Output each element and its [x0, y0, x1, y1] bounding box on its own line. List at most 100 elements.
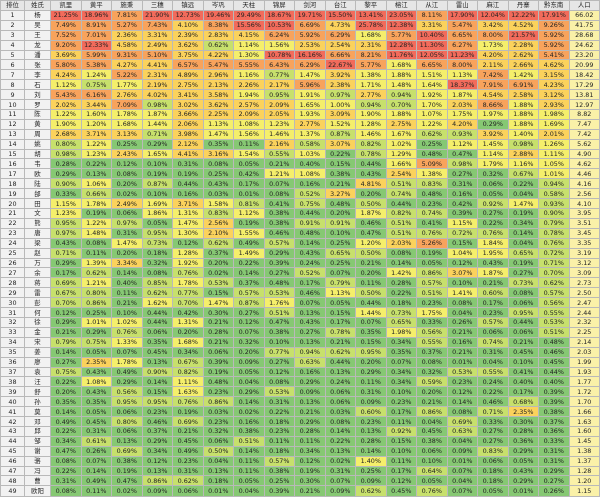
- value-cell: 3.42%: [477, 19, 509, 31]
- value-cell: 0.29%: [50, 316, 82, 328]
- value-cell: 1.60: [568, 425, 600, 437]
- value-cell: 3.09%: [324, 108, 356, 120]
- value-cell: 1.29%: [385, 148, 417, 160]
- value-cell: 0.71%: [50, 247, 82, 259]
- value-cell: 3.12: [568, 257, 600, 269]
- value-cell: 0.04%: [233, 485, 265, 497]
- table-row: 15 胡 0.98% 1.23% 2.43% 1.65% 4.41% 3.16% 1.54% 0.…: [0, 148, 600, 160]
- value-cell: 0.25%: [202, 168, 234, 180]
- value-cell: 0.40%: [294, 158, 326, 170]
- value-cell: 1.69%: [538, 118, 570, 130]
- value-cell: 0.14%: [294, 237, 326, 249]
- value-cell: 0.90%: [141, 366, 173, 378]
- value-cell: 0.60%: [477, 287, 509, 299]
- row-label: 谢: [24, 445, 51, 457]
- value-cell: 0.09%: [294, 386, 326, 398]
- value-cell: 1.63%: [172, 386, 204, 398]
- value-cell: 0.19%: [172, 406, 204, 418]
- value-cell: 2.25: [568, 326, 600, 338]
- value-cell: 0.14%: [355, 445, 387, 457]
- value-cell: 2.03%: [446, 99, 478, 110]
- value-cell: 0.73%: [385, 307, 417, 318]
- row-label: 7: [0, 69, 25, 81]
- value-cell: 0.91%: [294, 217, 326, 229]
- value-cell: 0.18%: [477, 475, 509, 487]
- value-cell: 0.12%: [50, 307, 82, 318]
- header-cell: 锦屏: [263, 0, 295, 11]
- value-cell: 0.21%: [202, 316, 234, 328]
- value-cell: 1.47%: [507, 198, 539, 210]
- value-cell: 0.63%: [446, 425, 478, 437]
- value-cell: 1.70: [568, 396, 600, 408]
- value-cell: 3.16%: [202, 148, 234, 160]
- value-cell: 0.67%: [50, 287, 82, 299]
- value-cell: 2.88%: [507, 148, 539, 160]
- value-cell: 0.05%: [477, 188, 509, 200]
- row-label: 余: [24, 267, 51, 279]
- row-label: 梁: [24, 237, 51, 249]
- value-cell: 1.98%: [385, 326, 417, 338]
- value-cell: 0.27%: [477, 425, 509, 437]
- value-cell: 0.19%: [202, 366, 234, 378]
- value-cell: 1.86%: [141, 208, 173, 219]
- value-cell: 0.48%: [416, 188, 448, 200]
- value-cell: 0.57%: [263, 455, 295, 467]
- value-cell: 0.29%: [507, 445, 539, 457]
- value-cell: 1.01%: [538, 168, 570, 180]
- value-cell: 2.49%: [141, 39, 173, 51]
- value-cell: 0.87%: [324, 128, 356, 140]
- value-cell: 2.83%: [202, 29, 234, 41]
- value-cell: 1.00%: [324, 99, 356, 110]
- value-cell: 0.86%: [80, 297, 112, 309]
- value-cell: 0.24%: [294, 257, 326, 269]
- value-cell: 0.01%: [446, 356, 478, 368]
- value-cell: 0.28%: [385, 277, 417, 289]
- value-cell: 0.98%: [507, 138, 539, 150]
- value-cell: 0.82%: [385, 208, 417, 219]
- value-cell: 0.13%: [80, 168, 112, 180]
- row-label: 21: [0, 208, 25, 219]
- table-row: 19 邰 0.33% 0.66% 0.02% 0.10% 0.16% 0.03% 0.01% 0.…: [0, 188, 600, 200]
- value-cell: 0.75%: [50, 366, 82, 378]
- value-cell: 0.04%: [507, 237, 539, 249]
- value-cell: 0.21%: [263, 158, 295, 170]
- value-cell: 0.22%: [507, 178, 539, 190]
- value-cell: 0.06%: [172, 485, 204, 497]
- value-cell: 4.15%: [233, 29, 265, 41]
- value-cell: 0.12%: [446, 257, 478, 269]
- value-cell: 0.26%: [538, 485, 570, 497]
- value-cell: 17.29: [568, 79, 600, 91]
- row-label: 黄: [24, 118, 51, 130]
- value-cell: 8.66%: [477, 99, 509, 110]
- header-cell: 黔东南: [538, 0, 570, 11]
- row-label: 邰: [24, 188, 51, 200]
- value-cell: 2.66%: [507, 59, 539, 71]
- value-cell: 0.62%: [80, 267, 112, 279]
- value-cell: 1.88%: [385, 108, 417, 120]
- value-cell: 1.67%: [385, 128, 417, 140]
- value-cell: 12.38%: [385, 19, 417, 31]
- value-cell: 0.09%: [446, 445, 478, 457]
- row-label: 田: [24, 198, 51, 210]
- value-cell: 0.13%: [294, 396, 326, 408]
- value-cell: 6.66%: [324, 49, 356, 61]
- value-cell: 0.21%: [355, 257, 387, 269]
- value-cell: 0.50%: [202, 445, 234, 457]
- value-cell: 1.52%: [324, 118, 356, 130]
- value-cell: 0.05%: [141, 217, 173, 229]
- value-cell: 0.07%: [80, 455, 112, 467]
- value-cell: 0.65%: [385, 316, 417, 328]
- value-cell: 41.75: [568, 19, 600, 31]
- value-cell: 1.47%: [202, 297, 234, 309]
- value-cell: 0.86%: [416, 267, 448, 279]
- value-cell: 1.08%: [80, 376, 112, 388]
- value-cell: 0.79%: [538, 217, 570, 229]
- value-cell: 0.17%: [50, 267, 82, 279]
- value-cell: 5.55%: [233, 59, 265, 71]
- value-cell: 5.77%: [385, 29, 417, 41]
- value-cell: 0.74%: [385, 188, 417, 200]
- value-cell: 0.12%: [111, 158, 143, 170]
- value-cell: 0.32%: [202, 425, 234, 437]
- row-label: 舒: [24, 386, 51, 398]
- value-cell: 2.96%: [202, 69, 234, 81]
